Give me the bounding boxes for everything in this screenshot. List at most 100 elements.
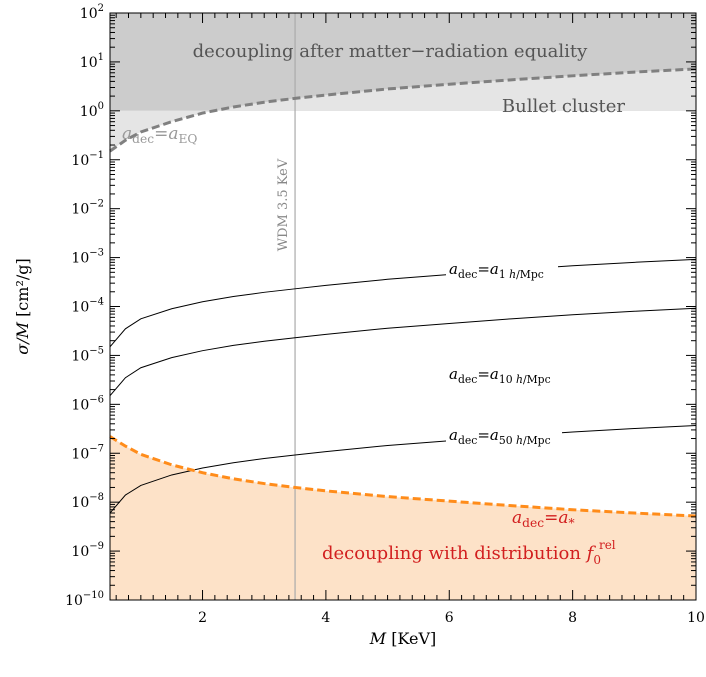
y-tick-label: 10−2 bbox=[71, 199, 104, 218]
label-rhs-sub-unit: /Mpc bbox=[516, 268, 544, 281]
upper-boundary-line bbox=[109, 67, 697, 153]
label-equals: = bbox=[477, 260, 490, 278]
region-bullet-cluster bbox=[110, 68, 696, 152]
y-tick-exponent: −8 bbox=[89, 492, 104, 503]
label-rhs-sub: EQ bbox=[178, 132, 197, 146]
curve-label-lower-boundary: adec=a* bbox=[512, 508, 575, 530]
shaded-regions bbox=[110, 13, 696, 600]
y-tick-exponent: −10 bbox=[83, 590, 104, 601]
label-a-rhs: a bbox=[168, 124, 178, 144]
y-tick-base: 10 bbox=[71, 495, 89, 511]
y-tick-base: 10 bbox=[71, 348, 89, 364]
label-rhs-sub-num: 50 bbox=[499, 434, 516, 447]
label-a: a bbox=[512, 508, 522, 528]
y-tick-exponent: −6 bbox=[89, 394, 104, 405]
label-a-rhs: a bbox=[558, 508, 568, 528]
y-tick-base: 10 bbox=[71, 544, 89, 560]
region-label-distribution: decoupling with distribution f0rel bbox=[322, 538, 616, 567]
y-tick-label: 10−5 bbox=[71, 345, 104, 364]
y-tick-base: 10 bbox=[71, 251, 89, 267]
label-sub-dec: dec bbox=[458, 434, 477, 447]
label-a: a bbox=[449, 365, 458, 383]
y-tick-exponent: −3 bbox=[89, 248, 104, 259]
label-equals: = bbox=[154, 124, 168, 144]
x-tick-label: 4 bbox=[321, 610, 330, 626]
y-axis-title-unit: [cm²/g] bbox=[13, 258, 32, 322]
y-tick-label: 10−6 bbox=[71, 394, 104, 413]
label-a-rhs: a bbox=[490, 365, 499, 383]
label-sub-dec: dec bbox=[132, 132, 154, 146]
label-rhs-sub-num: 1 bbox=[499, 268, 509, 281]
label-a-rhs: a bbox=[490, 426, 499, 444]
y-tick-exponent: −1 bbox=[89, 150, 104, 161]
y-tick-exponent: −5 bbox=[89, 345, 104, 356]
y-tick-base: 10 bbox=[71, 300, 89, 316]
y-tick-label: 100 bbox=[80, 101, 104, 120]
x-tick-label: 8 bbox=[568, 610, 577, 626]
y-tick-base: 10 bbox=[80, 104, 98, 120]
y-tick-exponent: −9 bbox=[89, 541, 104, 552]
label-a: a bbox=[449, 426, 458, 444]
distribution-symbol-sup: rel bbox=[599, 538, 616, 552]
y-tick-base: 10 bbox=[71, 446, 89, 462]
label-a: a bbox=[122, 124, 132, 144]
curve-label-series-1: adec=a1 h/Mpc bbox=[449, 260, 544, 281]
label-rhs-sub-h: h bbox=[509, 268, 516, 281]
distribution-symbol-sub: 0 bbox=[593, 553, 601, 567]
y-tick-base: 10 bbox=[71, 153, 89, 169]
label-rhs-sub-num: 10 bbox=[499, 373, 516, 386]
x-axis-title-unit: [KeV] bbox=[386, 629, 436, 648]
curve-label-bg-series-3 bbox=[446, 426, 562, 449]
x-tick-label: 2 bbox=[198, 610, 207, 626]
y-axis-title: σ/M [cm²/g] bbox=[13, 258, 32, 354]
series-line-2 bbox=[109, 307, 697, 397]
y-tick-base: 10 bbox=[80, 6, 98, 22]
label-rhs-sub-unit: /Mpc bbox=[523, 373, 551, 386]
y-tick-label: 10−8 bbox=[71, 492, 104, 511]
label-sub-dec: dec bbox=[458, 268, 477, 281]
y-tick-exponent: −2 bbox=[89, 199, 104, 210]
label-equals: = bbox=[477, 426, 490, 444]
y-tick-exponent: 1 bbox=[98, 52, 104, 63]
y-tick-label: 10−9 bbox=[71, 541, 104, 560]
curve-label-bg-series-1 bbox=[446, 260, 558, 283]
y-tick-label: 10−3 bbox=[71, 248, 104, 267]
y-tick-base: 10 bbox=[80, 55, 98, 71]
y-tick-exponent: 0 bbox=[98, 101, 104, 112]
y-tick-label: 101 bbox=[80, 52, 104, 71]
x-tick-label: 6 bbox=[445, 610, 454, 626]
region-label-distribution-text: decoupling with distribution bbox=[322, 543, 587, 564]
curve-label-bg-series-2 bbox=[446, 365, 562, 388]
y-tick-label: 10−10 bbox=[65, 590, 104, 609]
label-equals: = bbox=[477, 365, 490, 383]
axis-ticks bbox=[110, 12, 697, 601]
wdm-line-label: WDM 3.5 KeV bbox=[276, 158, 291, 251]
y-tick-label: 10−7 bbox=[71, 443, 104, 462]
y-tick-exponent: −7 bbox=[89, 443, 104, 454]
y-tick-base: 10 bbox=[65, 593, 83, 609]
label-rhs-sub-h: h bbox=[516, 434, 523, 447]
label-equals: = bbox=[544, 508, 558, 528]
y-tick-exponent: 2 bbox=[98, 3, 104, 14]
y-tick-label: 10−1 bbox=[71, 150, 104, 169]
y-tick-label: 102 bbox=[80, 3, 104, 22]
region-label-bullet-cluster: Bullet cluster bbox=[502, 96, 625, 117]
label-rhs-sub-unit: /Mpc bbox=[523, 434, 551, 447]
y-axis-title-main: σ/M bbox=[13, 321, 32, 354]
region-decoupling-distribution bbox=[110, 436, 696, 600]
region-label-matter-radiation: decoupling after matter−radiation equali… bbox=[193, 41, 589, 62]
label-sub-dec: dec bbox=[522, 516, 544, 530]
series-line-1 bbox=[109, 258, 697, 348]
x-axis-title: M [KeV] bbox=[369, 629, 437, 648]
label-rhs-sub: * bbox=[568, 516, 574, 530]
label-sub-dec: dec bbox=[458, 373, 477, 386]
y-tick-base: 10 bbox=[71, 397, 89, 413]
labels: 2 4 6 8 1010−1010−910−810−710−610−510−410−31… bbox=[13, 3, 705, 648]
label-a-rhs: a bbox=[490, 260, 499, 278]
y-tick-base: 10 bbox=[71, 202, 89, 218]
curve-label-upper-boundary: adec=aEQ bbox=[122, 124, 197, 146]
x-tick-label: 10 bbox=[687, 610, 705, 626]
curve-label-series-3: adec=a50 h/Mpc bbox=[449, 426, 551, 447]
lower-boundary-line bbox=[109, 435, 697, 518]
